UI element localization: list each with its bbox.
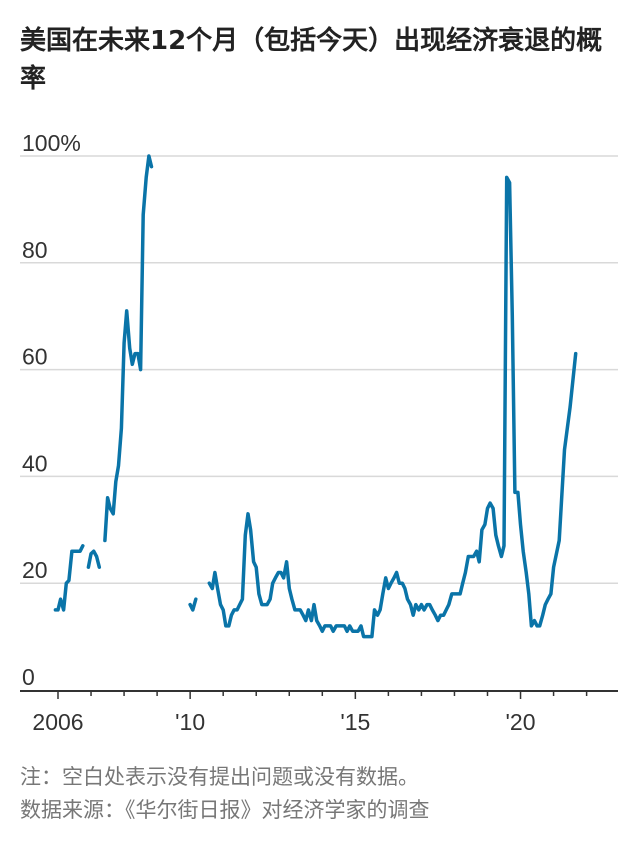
grid-lines	[20, 155, 618, 584]
y-tick-label: 100%	[22, 130, 81, 156]
y-tick-label: 20	[22, 557, 48, 583]
series-line-segment	[188, 597, 198, 612]
y-axis-labels: 0 20 40 60 80 100%	[22, 130, 81, 690]
x-tick-label: 2006	[32, 709, 83, 735]
x-tick-label: '20	[506, 709, 536, 735]
y-tick-label: 60	[22, 344, 48, 370]
x-tick-label: '15	[340, 709, 370, 735]
series-line-segment	[207, 175, 578, 639]
series-line-segment	[103, 154, 154, 543]
data-series	[53, 154, 578, 639]
y-tick-label: 80	[22, 237, 48, 263]
chart-source: 数据来源：《华尔街日报》对经济学家的调查	[20, 798, 430, 822]
chart-title: 美国在未来12个月（包括今天）出现经济衰退的概率	[20, 26, 603, 94]
y-tick-label: 40	[22, 450, 48, 476]
series-line-segment	[53, 544, 85, 612]
y-tick-label: 0	[22, 664, 35, 690]
x-tick-label: '10	[175, 709, 205, 735]
x-axis-labels: 2006 '10 '15 '20	[32, 709, 535, 735]
x-axis-ticks	[57, 691, 588, 699]
series-line-segment	[86, 549, 102, 569]
chart-note: 注：空白处表示没有提出问题或没有数据。	[20, 765, 419, 789]
